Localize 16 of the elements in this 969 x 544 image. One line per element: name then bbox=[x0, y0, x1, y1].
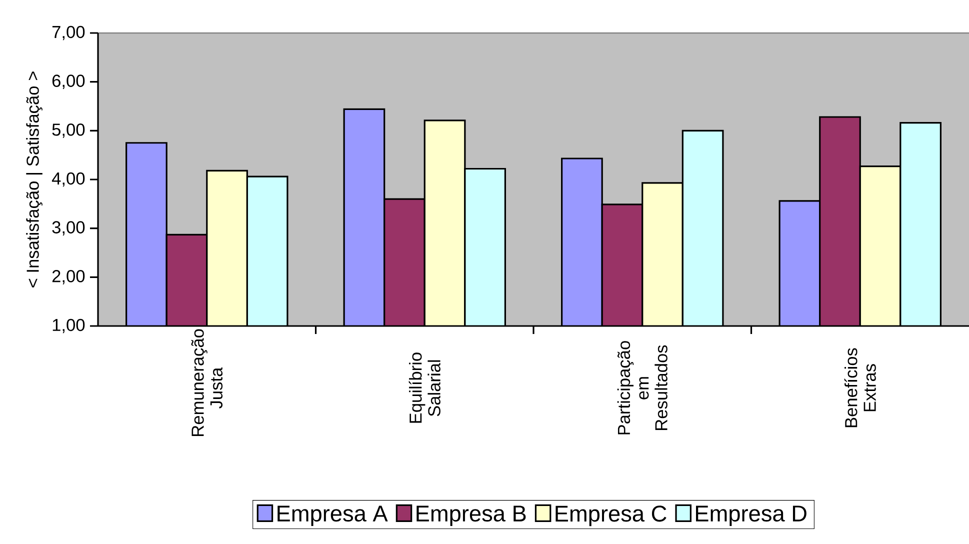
x-tick-label: Participação em Resultados bbox=[617, 341, 668, 434]
legend-label: Empresa B bbox=[416, 506, 526, 526]
legend-label: Empresa D bbox=[696, 506, 806, 526]
y-tick-label: 1,00 bbox=[52, 318, 85, 334]
legend-label: Empresa A bbox=[278, 506, 388, 526]
y-tick-label: 4,00 bbox=[52, 172, 85, 187]
y-axis-title: < Insatisfação | Satisfação > bbox=[26, 72, 42, 288]
x-tick-label: Remuneração Justa bbox=[191, 329, 223, 436]
y-tick-label: 7,00 bbox=[52, 26, 85, 40]
x-tick-label: Equilíbrio Salarial bbox=[408, 352, 440, 423]
y-tick-label: 5,00 bbox=[52, 124, 85, 138]
legend-label: Empresa C bbox=[556, 506, 666, 526]
x-tick-label: Benefícios Extras bbox=[844, 348, 876, 428]
y-tick-label: 6,00 bbox=[52, 74, 85, 89]
y-tick-label: 2,00 bbox=[52, 270, 85, 284]
y-tick-label: 3,00 bbox=[52, 221, 85, 236]
